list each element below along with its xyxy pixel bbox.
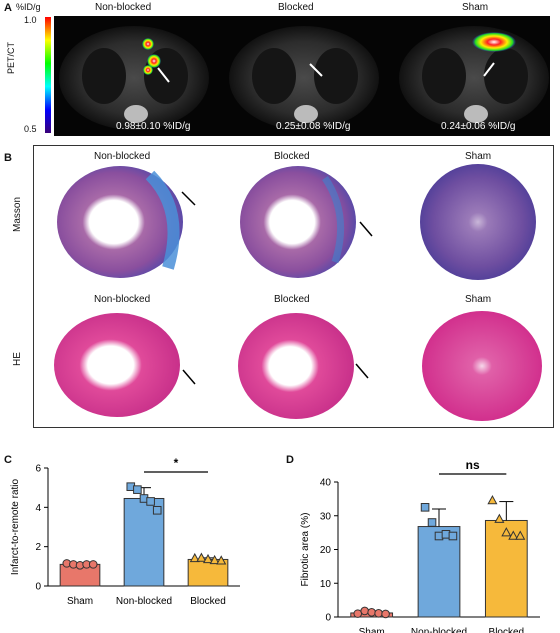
he-nonblocked-section xyxy=(54,313,196,417)
bar xyxy=(417,526,461,618)
y-tick-label: 20 xyxy=(320,545,332,556)
data-point xyxy=(381,609,390,619)
he-col-sham: Sham xyxy=(465,294,492,305)
col-label-sham: Sham xyxy=(462,2,489,13)
ct-slice-sham xyxy=(399,26,549,130)
data-point xyxy=(508,530,519,540)
x-tick-label: Non-blocked xyxy=(411,627,467,633)
panel-b-label: B xyxy=(4,152,12,164)
col-label-nonblocked: Non-blocked xyxy=(95,2,152,13)
unit-label: %ID/g xyxy=(16,2,41,12)
he-sham-section xyxy=(422,311,542,421)
data-point xyxy=(420,503,430,512)
significance-label: ns xyxy=(466,458,480,472)
data-point xyxy=(189,552,200,563)
y-tick-label: 10 xyxy=(320,579,332,590)
data-point xyxy=(209,554,220,565)
scale-min: 0.5 xyxy=(24,124,37,134)
panel-a-label: A xyxy=(4,2,12,14)
chart-c: 0 2 4 6 Infarct-to-remote ratio Sham Non-block… xyxy=(10,456,240,607)
data-point xyxy=(501,527,512,537)
y-axis-label: Fibrotic area (%) xyxy=(300,513,311,587)
data-point xyxy=(216,555,227,565)
masson-col-sham: Sham xyxy=(465,151,492,162)
y-tick-label: 0 xyxy=(35,582,41,593)
data-point xyxy=(202,553,214,564)
suv-value-sham: 0.24±0.06 %ID/g xyxy=(441,121,516,132)
significance-label: * xyxy=(174,456,179,470)
data-point xyxy=(494,513,505,523)
suv-value-blocked: 0.25±0.08 %ID/g xyxy=(276,121,351,132)
x-tick-label: Sham xyxy=(359,627,385,633)
y-tick-label: 40 xyxy=(320,478,332,489)
data-point xyxy=(448,531,458,541)
he-col-blocked: Blocked xyxy=(274,294,310,305)
data-point xyxy=(133,485,142,494)
data-point xyxy=(196,552,207,562)
masson-col-blocked: Blocked xyxy=(274,151,310,162)
suv-value-nonblocked: 0.98±0.10 %ID/g xyxy=(116,121,191,132)
scale-max: 1.0 xyxy=(24,15,37,25)
y-tick-label: 0 xyxy=(325,613,331,624)
y-tick-label: 30 xyxy=(320,511,332,522)
data-point xyxy=(88,560,98,569)
histology-frame xyxy=(33,145,554,428)
data-point xyxy=(487,495,498,505)
data-point xyxy=(367,607,376,617)
y-axis-label: Infarct-to-remote ratio xyxy=(10,478,21,575)
he-blocked-section xyxy=(238,313,369,419)
ct-slice-nonblocked xyxy=(59,26,209,130)
masson-nonblocked-section xyxy=(57,166,196,278)
y-tick-label: 4 xyxy=(35,503,41,514)
chart-d: 0 10 20 30 40 Fibrotic area (%) Sham Non-blocke… xyxy=(300,458,540,633)
data-point xyxy=(152,505,162,515)
pet-ct-strip xyxy=(54,16,550,136)
masson-blocked-section xyxy=(240,166,373,278)
data-point xyxy=(146,497,155,506)
y-tick-label: 2 xyxy=(35,542,41,553)
x-tick-label: Blocked xyxy=(489,627,525,633)
he-col-nonblocked: Non-blocked xyxy=(94,294,151,305)
data-point xyxy=(374,608,383,618)
col-label-blocked: Blocked xyxy=(278,2,314,13)
masson-sham-section xyxy=(420,164,536,280)
data-point xyxy=(360,606,370,616)
pet-ct-images xyxy=(59,26,549,130)
ct-slice-blocked xyxy=(229,26,379,130)
panel-c-label: C xyxy=(4,454,12,466)
data-point xyxy=(427,518,437,527)
x-tick-label: Non-blocked xyxy=(116,596,172,607)
x-tick-label: Blocked xyxy=(190,596,226,607)
x-tick-label: Sham xyxy=(67,596,93,607)
panel-d-label: D xyxy=(286,454,294,466)
color-scale-bar xyxy=(45,17,51,133)
masson-col-nonblocked: Non-blocked xyxy=(94,151,151,162)
y-tick-label: 6 xyxy=(35,464,41,475)
data-point xyxy=(515,530,526,540)
